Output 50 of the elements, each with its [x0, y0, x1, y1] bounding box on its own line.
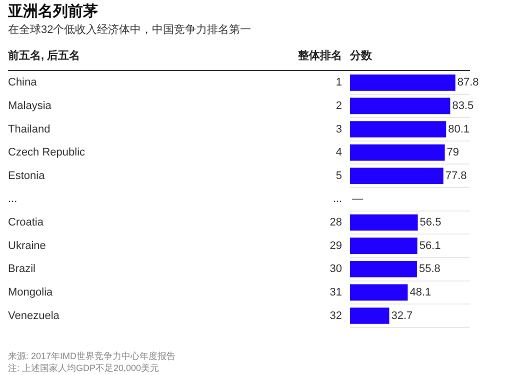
y-tick-label: Brazil	[8, 263, 36, 276]
y-tick-label: Mongolia	[8, 286, 54, 298]
text: 29	[330, 240, 342, 252]
text: 5	[336, 170, 342, 182]
bar	[350, 144, 445, 161]
text: 1	[336, 76, 342, 89]
y-tick-label: China	[8, 76, 38, 89]
y-tick-label: Croatia	[8, 216, 44, 229]
text: 3	[336, 123, 342, 136]
y-tick-label: Czech Republic	[8, 146, 86, 159]
text: 整体排名	[297, 49, 342, 62]
y-tick-label: Malaysia	[8, 100, 52, 112]
text: 注: 上述国家人均GDP不足20,000美元	[8, 362, 160, 374]
data-label: 87.8	[457, 76, 479, 89]
y-tick-label: Ukraine	[8, 240, 46, 252]
text: ...	[332, 193, 342, 206]
text: 在全球32个低收入经济体中，中国竞争力排名第一	[8, 22, 252, 37]
text: 28	[330, 216, 342, 229]
bar	[350, 98, 450, 114]
data-label: 79	[446, 146, 460, 159]
bar	[350, 214, 418, 231]
text: 31	[330, 286, 342, 298]
data-label: 56.5	[420, 216, 442, 229]
text: 4	[336, 146, 342, 159]
y-axis-title: 前五名, 后五名	[7, 49, 80, 62]
text: 30	[330, 263, 342, 276]
text: 亚洲名列前茅	[8, 2, 98, 21]
y-tick-label: Estonia	[8, 170, 46, 182]
text: 2	[336, 100, 342, 112]
bar	[350, 260, 417, 278]
y-tick-label: ...	[8, 193, 18, 206]
data-label: 32.7	[391, 310, 413, 322]
bar	[350, 121, 446, 138]
bar	[350, 284, 408, 301]
bar	[350, 238, 418, 254]
x-axis-title: 分数	[349, 49, 373, 62]
bar	[350, 74, 456, 91]
data-label: 80.1	[448, 123, 470, 136]
text: 32	[330, 310, 342, 322]
data-label: 56.1	[419, 240, 441, 252]
data-label: 55.8	[418, 263, 440, 276]
bar	[350, 308, 390, 324]
text: —	[352, 193, 363, 206]
data-label: 48.1	[410, 286, 432, 298]
y-tick-label: Venezuela	[8, 310, 60, 322]
y-tick-label: Thailand	[8, 123, 50, 136]
data-label: 83.5	[452, 100, 474, 112]
bar	[350, 168, 444, 184]
source-note: 来源: 2017年IMD世界竞争力中心年度报告	[8, 350, 176, 362]
data-label: 77.8	[445, 170, 467, 182]
